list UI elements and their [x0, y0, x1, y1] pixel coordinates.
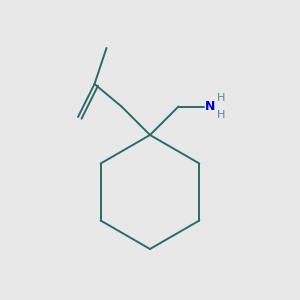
- Text: H: H: [217, 93, 225, 103]
- Text: H: H: [217, 110, 225, 120]
- Text: N: N: [205, 100, 215, 113]
